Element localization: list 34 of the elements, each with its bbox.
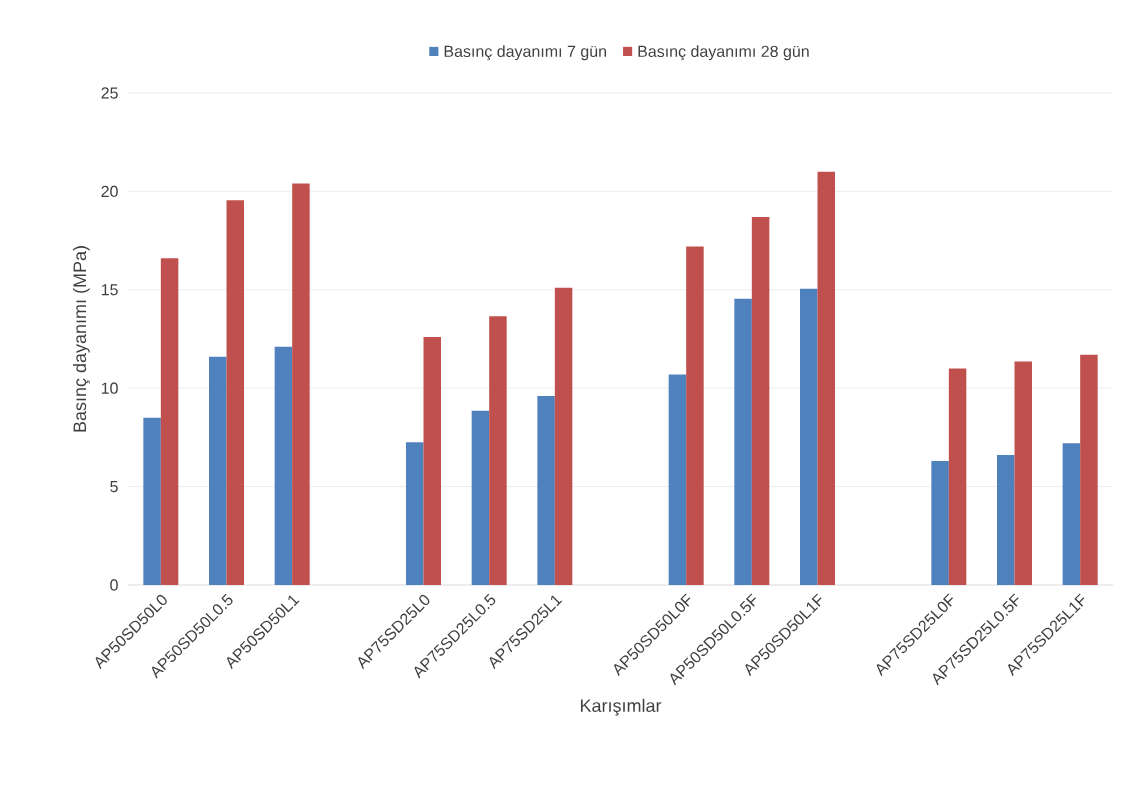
y-tick-label: 15 xyxy=(101,284,118,296)
bar xyxy=(143,417,161,585)
bar xyxy=(160,258,179,585)
bar xyxy=(817,171,836,585)
bar xyxy=(226,200,245,585)
y-tick-label: 5 xyxy=(110,481,118,493)
bar xyxy=(668,374,687,585)
legend-label: Basınç dayanımı 7 gün xyxy=(444,45,606,61)
y-tick-label: 25 xyxy=(101,87,118,99)
bar xyxy=(489,316,507,585)
bar xyxy=(751,216,770,585)
bar xyxy=(1080,354,1098,585)
bar xyxy=(292,183,310,585)
bar xyxy=(997,455,1015,585)
bar xyxy=(800,288,818,585)
bar xyxy=(537,396,555,585)
y-tick-label: 10 xyxy=(101,382,118,394)
bar xyxy=(686,246,704,585)
bar xyxy=(734,298,752,585)
bar xyxy=(554,287,573,585)
bar xyxy=(931,461,949,585)
y-axis-title: Basınç dayanımı (MPa) xyxy=(72,246,90,432)
bar xyxy=(1014,361,1033,585)
y-tick-label: 0 xyxy=(110,579,118,591)
legend-label: Basınç dayanımı 28 gün xyxy=(638,45,809,61)
x-axis-title: Karışımlar xyxy=(580,698,662,716)
bar xyxy=(274,346,293,585)
bar xyxy=(423,337,442,585)
bar xyxy=(948,368,967,585)
bar xyxy=(209,356,227,585)
y-tick-label: 20 xyxy=(101,185,118,198)
bar xyxy=(1062,443,1081,585)
bar xyxy=(471,410,490,585)
bar xyxy=(406,442,424,585)
